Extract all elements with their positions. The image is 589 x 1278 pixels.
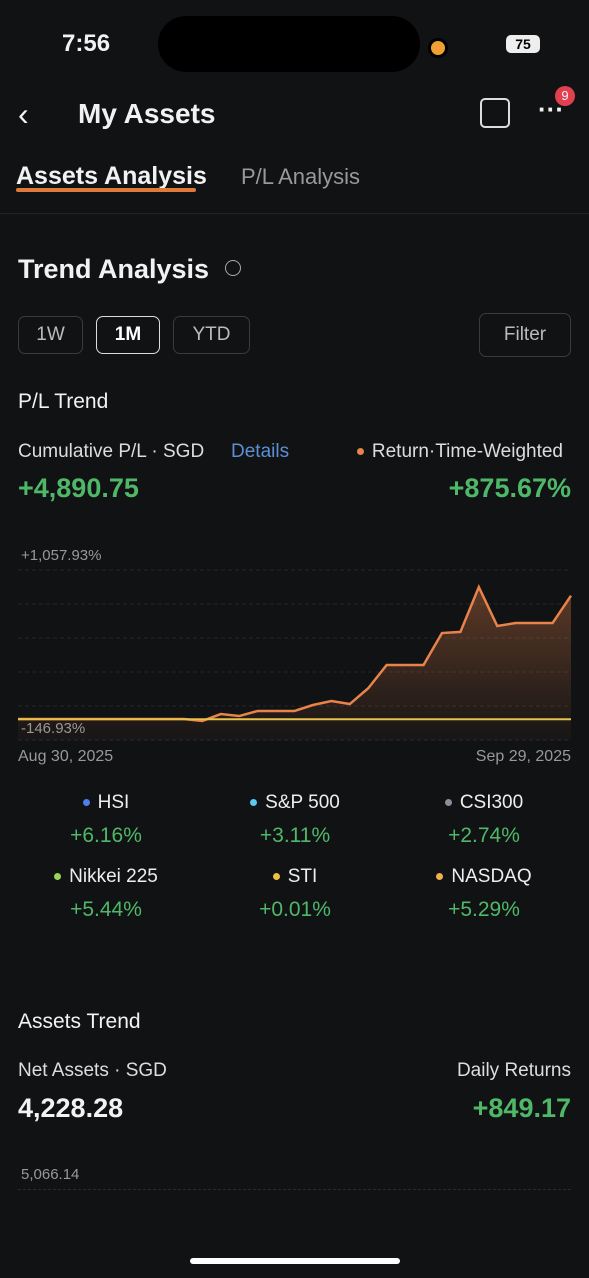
benchmark-label: STI: [287, 866, 318, 887]
daily-value: +849.17: [472, 1093, 571, 1123]
back[interactable]: ‹: [18, 96, 29, 132]
benchmark-label: S&P 500: [265, 792, 340, 813]
benchmark-label: NASDAQ: [451, 866, 532, 887]
pl-label: Cumulative P/L · SGD: [18, 441, 205, 462]
x-tick-label: Sep 29, 2025: [476, 748, 571, 765]
tab[interactable]: Assets Analysis: [16, 162, 207, 190]
battery: 75: [506, 35, 540, 53]
assets-title: Assets Trend: [18, 1010, 141, 1033]
time: 7:56: [62, 30, 111, 57]
share[interactable]: [480, 98, 510, 128]
badge: 9: [555, 86, 575, 106]
benchmark-name: S&P 500: [205, 792, 385, 814]
benchmark-value: +5.44%: [70, 898, 142, 921]
benchmark-value: +5.29%: [448, 898, 520, 921]
benchmark-name: CSI300: [394, 792, 574, 814]
benchmark: NASDAQ +5.29%: [394, 866, 574, 922]
return-label-text: Return·Time-Weighted: [371, 441, 563, 462]
benchmark: Nikkei 225 +5.44%: [16, 866, 196, 922]
period[interactable]: 1W: [18, 316, 83, 354]
return-value: +875.67%: [448, 473, 571, 503]
benchmark-dot: [436, 873, 444, 881]
home-indicator: [190, 1258, 400, 1264]
y-tick-label: +1,057.93%: [21, 547, 102, 564]
details[interactable]: Details: [231, 441, 290, 462]
benchmark-value: +2.74%: [448, 824, 520, 847]
benchmark-dot: [82, 799, 90, 807]
benchmark-value: +6.16%: [70, 824, 142, 847]
info[interactable]: [225, 260, 241, 276]
benchmark: S&P 500 +3.11%: [205, 792, 385, 848]
grid: [18, 1189, 571, 1190]
x-tick-label: Aug 30, 2025: [18, 748, 113, 765]
benchmark-dot: [272, 873, 280, 881]
benchmark-value: +3.11%: [259, 824, 331, 847]
island: [158, 16, 420, 72]
axis-label: 5,066.14: [21, 1166, 80, 1183]
tab[interactable]: P/L Analysis: [241, 164, 361, 189]
daily-label: Daily Returns: [456, 1060, 571, 1081]
pl-value: +4,890.75: [18, 473, 139, 503]
divider: [0, 213, 589, 214]
benchmark-label: Nikkei 225: [69, 866, 158, 887]
benchmark: STI +0.01%: [205, 866, 385, 922]
section-title: Trend Analysis: [18, 254, 210, 284]
benchmark-dot: [54, 873, 62, 881]
title: My Assets: [78, 98, 216, 129]
benchmark-dot: [444, 799, 452, 807]
area: [18, 587, 571, 740]
filter[interactable]: Filter: [479, 313, 571, 357]
benchmark-name: Nikkei 225: [16, 866, 196, 888]
benchmark-value: +0.01%: [259, 898, 331, 921]
tab-underline: [16, 188, 196, 192]
benchmark-name: NASDAQ: [394, 866, 574, 888]
benchmark-name: HSI: [16, 792, 196, 814]
return-label[interactable]: Return·Time-Weighted: [356, 441, 563, 463]
benchmark-label: HSI: [97, 792, 130, 813]
benchmark-dot: [250, 799, 258, 807]
benchmark: HSI +6.16%: [16, 792, 196, 848]
benchmark: CSI300 +2.74%: [394, 792, 574, 848]
dot: [428, 38, 448, 58]
benchmark-label: CSI300: [459, 792, 524, 813]
assets-value: 4,228.28: [18, 1093, 124, 1123]
assets-label: Net Assets · SGD: [18, 1060, 167, 1081]
period[interactable]: YTD: [173, 316, 250, 354]
period[interactable]: 1M: [96, 316, 160, 354]
pl-title: P/L Trend: [18, 390, 109, 413]
benchmark-name: STI: [205, 866, 385, 888]
